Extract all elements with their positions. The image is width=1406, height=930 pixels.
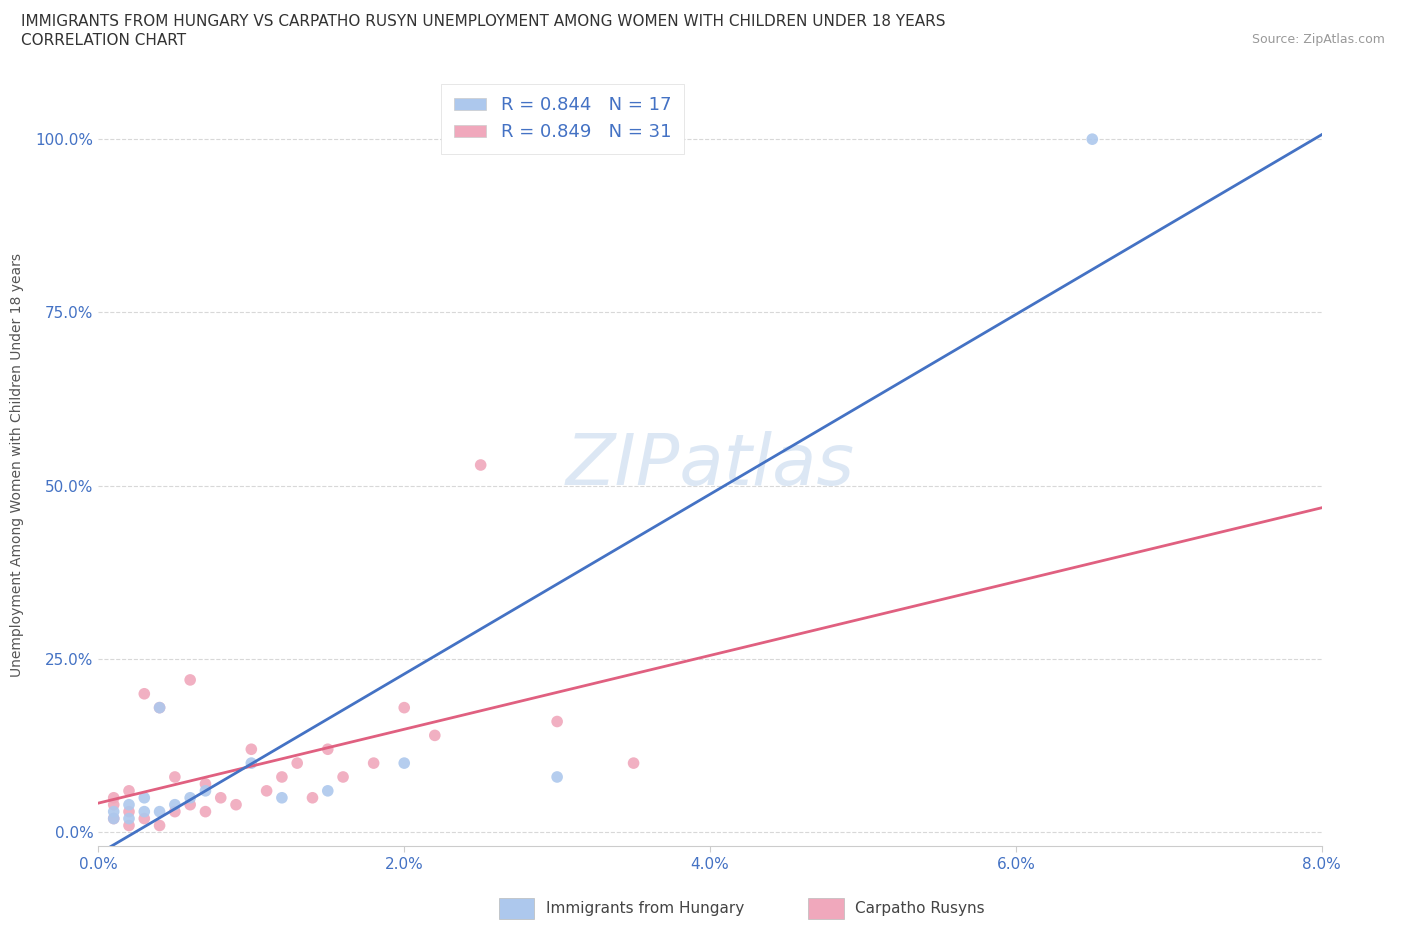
Y-axis label: Unemployment Among Women with Children Under 18 years: Unemployment Among Women with Children U… [10, 253, 24, 677]
Point [285, 756, 308, 771]
Point [194, 777, 217, 791]
Point [163, 797, 186, 812]
Point [316, 783, 339, 798]
Point [301, 790, 323, 805]
Point [256, 783, 278, 798]
Point [546, 769, 568, 784]
Point [134, 811, 156, 826]
Point [134, 790, 156, 805]
Text: Carpatho Rusyns: Carpatho Rusyns [855, 901, 984, 916]
Point [103, 790, 125, 805]
Text: Source: ZipAtlas.com: Source: ZipAtlas.com [1251, 33, 1385, 46]
Point [363, 756, 385, 771]
Point [423, 728, 446, 743]
Text: CORRELATION CHART: CORRELATION CHART [21, 33, 186, 48]
Text: Immigrants from Hungary: Immigrants from Hungary [546, 901, 744, 916]
Point [163, 804, 186, 819]
Point [118, 804, 141, 819]
Point [149, 804, 172, 819]
Point [392, 700, 416, 715]
Point [240, 756, 263, 771]
Point [194, 783, 217, 798]
Text: IMMIGRANTS FROM HUNGARY VS CARPATHO RUSYN UNEMPLOYMENT AMONG WOMEN WITH CHILDREN: IMMIGRANTS FROM HUNGARY VS CARPATHO RUSY… [21, 14, 946, 29]
Legend: R = 0.844   N = 17, R = 0.849   N = 31: R = 0.844 N = 17, R = 0.849 N = 31 [441, 84, 683, 154]
Point [179, 790, 201, 805]
Point [194, 804, 217, 819]
Point [270, 790, 294, 805]
Point [118, 797, 141, 812]
Point [103, 804, 125, 819]
Point [134, 686, 156, 701]
Point [316, 742, 339, 757]
Point [103, 811, 125, 826]
Text: ZIPatlas: ZIPatlas [565, 431, 855, 499]
Point [332, 769, 354, 784]
Point [118, 783, 141, 798]
Point [470, 458, 492, 472]
Point [103, 797, 125, 812]
Point [1081, 132, 1104, 147]
Point [103, 811, 125, 826]
Point [134, 804, 156, 819]
Point [149, 700, 172, 715]
Point [392, 756, 416, 771]
Point [118, 811, 141, 826]
Point [179, 797, 201, 812]
Point [163, 769, 186, 784]
Point [270, 769, 294, 784]
Point [225, 797, 247, 812]
Point [240, 742, 263, 757]
Point [209, 790, 232, 805]
Point [546, 714, 568, 729]
Point [149, 700, 172, 715]
Point [179, 672, 201, 687]
Point [623, 756, 645, 771]
Point [149, 818, 172, 833]
Point [118, 818, 141, 833]
